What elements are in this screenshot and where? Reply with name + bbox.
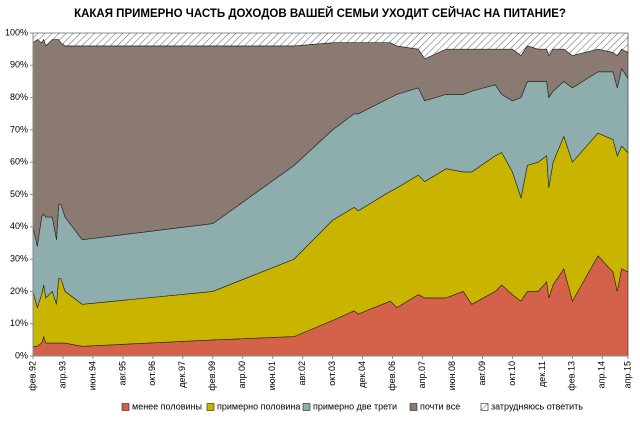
y-tick-label: 30% [10,253,28,263]
legend-swatch [480,403,489,411]
x-tick-label: апр.14 [597,361,607,388]
legend-label: менее половины [132,401,202,411]
x-tick-label: авг.02 [297,361,307,385]
x-tick-label: фев.92 [27,361,37,391]
x-tick-label: окт.03 [327,361,337,386]
y-tick-label: 10% [10,318,28,328]
x-tick-label: июн.94 [87,361,97,390]
legend-label: затрудняюсь ответить [491,401,583,411]
y-tick-label: 90% [10,60,28,70]
x-tick-label: дек.97 [177,361,187,388]
x-tick-label: апр.15 [622,361,632,388]
legend-label: примерно две трети [313,401,397,411]
chart-title: КАКАЯ ПРИМЕРНО ЧАСТЬ ДОХОДОВ ВАШЕЙ СЕМЬИ… [74,7,566,20]
legend-label: почти все [420,401,460,411]
x-tick-label: дек.11 [537,361,547,387]
x-tick-label: окт.96 [147,361,157,386]
x-tick-label: апр.00 [237,361,247,388]
x-tick-label: июн.08 [447,361,457,390]
area [32,32,629,60]
x-tick-label: дек.04 [357,361,367,388]
y-tick-label: 70% [10,124,28,134]
x-tick-label: апр.93 [57,361,67,388]
x-tick-label: апр.07 [417,361,427,388]
y-tick-label: 100% [5,27,28,37]
x-tick-label: фев.06 [387,361,397,391]
y-tick-label: 60% [10,157,28,167]
x-tick-label: авг.95 [117,361,127,385]
y-tick-label: 80% [10,92,28,102]
y-tick-label: 0% [15,350,28,360]
legend-label: примерно половина [217,401,300,411]
legend-swatch [206,403,215,411]
legend-swatch [302,403,311,411]
legend-swatch [409,403,418,411]
x-tick-label: окт.10 [507,361,517,386]
y-tick-label: 40% [10,221,28,231]
y-tick-label: 50% [10,189,28,199]
y-tick-label: 20% [10,286,28,296]
x-tick-label: фев.13 [567,361,577,391]
x-tick-label: июн.01 [267,361,277,390]
x-tick-label: фев.99 [207,361,217,391]
legend-swatch [121,403,130,411]
x-tick-label: авг.09 [477,361,487,385]
